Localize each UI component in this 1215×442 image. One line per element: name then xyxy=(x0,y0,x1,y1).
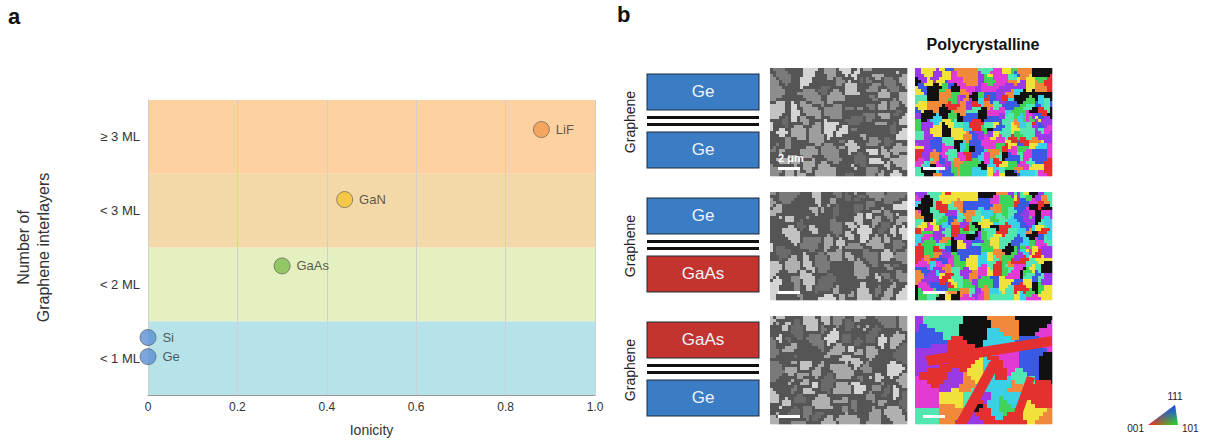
svg-text:b: b xyxy=(617,2,630,27)
svg-text:Ge: Ge xyxy=(692,388,715,407)
svg-text:Ge: Ge xyxy=(692,140,715,159)
svg-text:Si: Si xyxy=(162,330,174,345)
svg-text:Graphene interlayers: Graphene interlayers xyxy=(35,173,52,322)
svg-text:LiF: LiF xyxy=(556,122,574,137)
svg-text:Ge: Ge xyxy=(692,82,715,101)
svg-text:111: 111 xyxy=(1167,391,1183,402)
svg-text:Polycrystalline: Polycrystalline xyxy=(927,36,1040,53)
svg-text:≥ 3 ML: ≥ 3 ML xyxy=(100,129,140,144)
svg-text:0.6: 0.6 xyxy=(408,400,425,414)
svg-text:< 2 ML: < 2 ML xyxy=(100,277,140,292)
svg-text:001: 001 xyxy=(1127,423,1144,434)
svg-text:0: 0 xyxy=(145,400,152,414)
svg-text:Graphene: Graphene xyxy=(622,339,638,401)
svg-text:Number of: Number of xyxy=(15,210,32,285)
html-text:a: a xyxy=(8,4,21,29)
svg-text:< 3 ML: < 3 ML xyxy=(100,203,140,218)
svg-text:GaN: GaN xyxy=(359,192,386,207)
svg-text:1.0: 1.0 xyxy=(587,400,604,414)
svg-text:0.8: 0.8 xyxy=(497,400,514,414)
svg-text:0.4: 0.4 xyxy=(318,400,335,414)
svg-text:GaAs: GaAs xyxy=(682,264,725,283)
svg-text:GaAs: GaAs xyxy=(297,258,330,273)
svg-text:Graphene: Graphene xyxy=(622,215,638,277)
svg-text:Ge: Ge xyxy=(692,206,715,225)
svg-text:101: 101 xyxy=(1182,423,1199,434)
svg-text:2 μm: 2 μm xyxy=(778,152,804,164)
svg-text:< 1 ML: < 1 ML xyxy=(100,351,140,366)
svg-text:Graphene: Graphene xyxy=(622,91,638,153)
svg-text:GaAs: GaAs xyxy=(682,330,725,349)
svg-text:0.2: 0.2 xyxy=(229,400,246,414)
svg-text:Ge: Ge xyxy=(162,349,179,364)
svg-text:Ionicity: Ionicity xyxy=(350,422,394,438)
